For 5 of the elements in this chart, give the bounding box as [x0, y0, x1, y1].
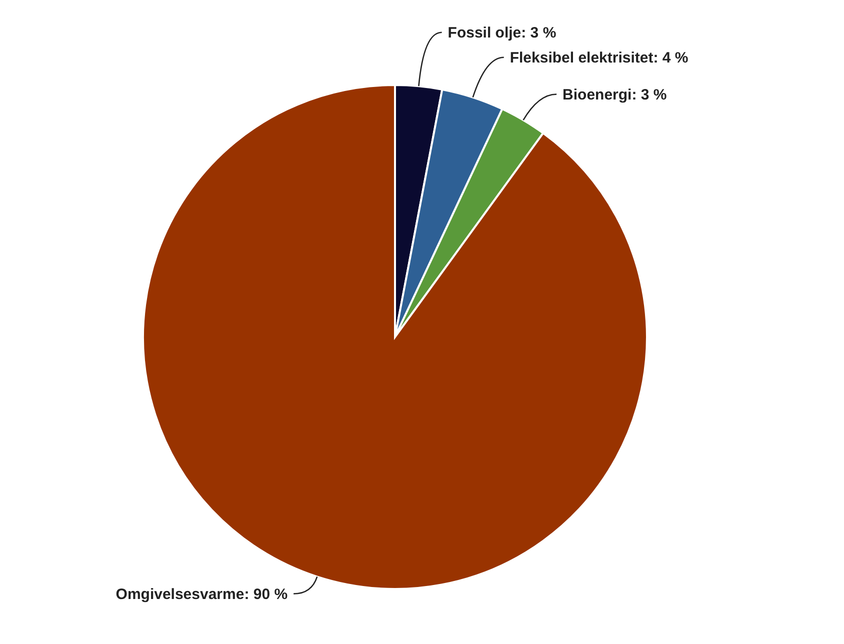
- slice-label: Fleksibel elektrisitet: 4 %: [510, 49, 688, 66]
- slice-label: Bioenergi: 3 %: [562, 86, 667, 104]
- pie-slice: [142, 84, 648, 590]
- slice-label: Omgivelsesvarme: 90 %: [116, 586, 288, 603]
- slice-label: Fossil olje: 3 %: [448, 24, 556, 42]
